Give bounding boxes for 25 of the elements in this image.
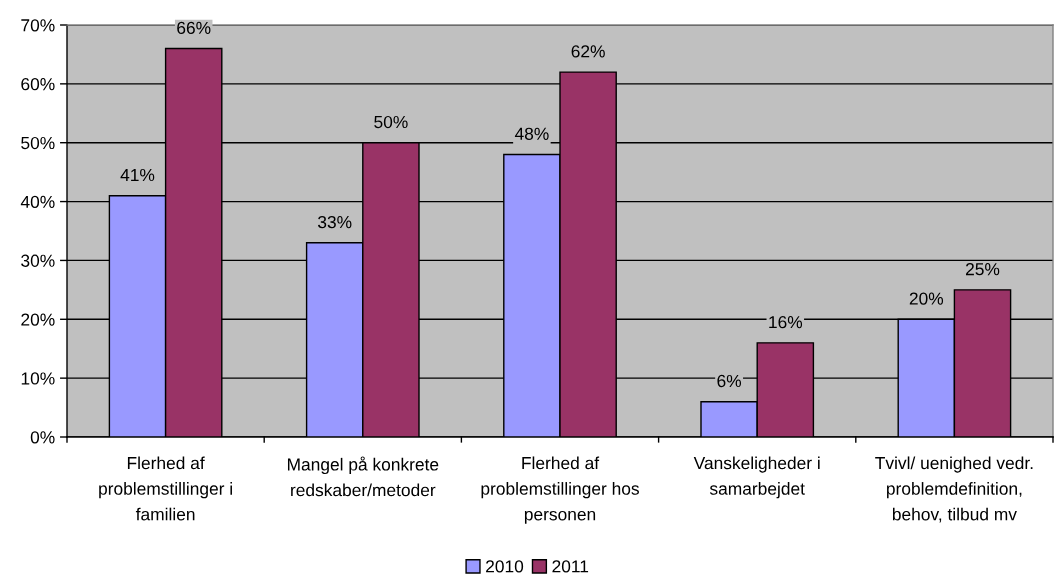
- y-tick-label: 70%: [21, 19, 55, 32]
- x-tick-label: Flerhed af problemstillinger hos personen: [481, 456, 639, 524]
- x-tick-label: Vanskeligheder i samarbejdet: [693, 456, 820, 499]
- data-label: 33%: [317, 215, 352, 229]
- y-tick-label: 50%: [21, 136, 55, 150]
- data-label: 20%: [909, 292, 944, 305]
- y-tick-label: 20%: [21, 313, 55, 326]
- y-tick-label: 0%: [30, 431, 55, 444]
- data-label: 6%: [717, 374, 742, 388]
- legend-label: 2010: [486, 560, 524, 573]
- legend-label: 2011: [552, 560, 589, 573]
- x-tick-label: Tvivl/ uenighed vedr. problemdefinition, behov, tilbud mv: [875, 456, 1033, 523]
- y-tick-label: 30%: [21, 254, 55, 267]
- data-label: 66%: [177, 21, 211, 34]
- data-label: 41%: [120, 168, 155, 182]
- x-tick-label: Flerhed af problemstillinger i familien: [99, 456, 232, 521]
- y-tick-label: 10%: [21, 372, 55, 385]
- y-tick-label: 60%: [21, 78, 55, 91]
- y-tick-label: 40%: [20, 195, 55, 209]
- data-label: 62%: [571, 45, 605, 58]
- data-label: 25%: [966, 263, 1000, 276]
- data-label: 48%: [514, 127, 549, 140]
- data-label: 50%: [374, 115, 408, 129]
- data-label: 16%: [769, 315, 803, 329]
- x-tick-label: Mangel på konkrete redskaber/metoder: [287, 456, 439, 497]
